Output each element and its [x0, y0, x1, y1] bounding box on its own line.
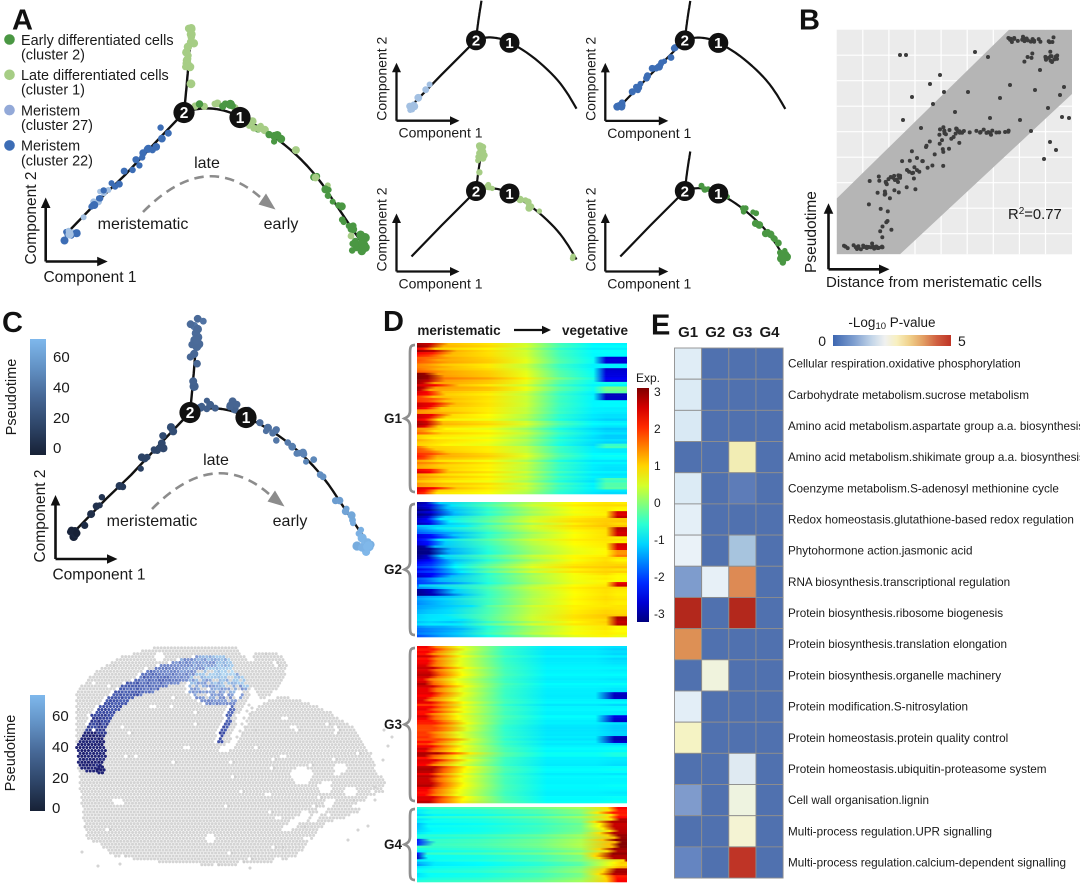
svg-text:Amino acid metabolism.shikimat: Amino acid metabolism.shikimate group a.…	[788, 451, 1080, 464]
svg-text:Component 1: Component 1	[398, 125, 482, 141]
svg-text:Exp.: Exp.	[636, 371, 660, 385]
svg-text:0: 0	[53, 440, 61, 457]
svg-text:Protein biosynthesis.translati: Protein biosynthesis.translation elongat…	[788, 638, 1007, 651]
svg-text:Component 1: Component 1	[52, 567, 145, 584]
svg-text:G4: G4	[384, 837, 403, 852]
svg-text:Component 2: Component 2	[374, 36, 390, 120]
svg-text:Carbohydrate metabolism.sucros: Carbohydrate metabolism.sucrose metaboli…	[788, 389, 1029, 402]
svg-text:G1: G1	[678, 324, 698, 341]
svg-text:meristematic: meristematic	[98, 216, 189, 233]
svg-text:1: 1	[654, 459, 661, 473]
svg-text:Component 1: Component 1	[607, 276, 691, 292]
svg-text:40: 40	[52, 739, 69, 756]
svg-text:Protein homeostasis.ubiquitin-: Protein homeostasis.ubiquitin-proteasome…	[788, 763, 1047, 776]
svg-text:G2: G2	[705, 324, 725, 341]
svg-text:Component 1: Component 1	[398, 276, 482, 292]
svg-text:Coenzyme metabolism.S-adenosyl: Coenzyme metabolism.S-adenosyl methionin…	[788, 482, 1059, 495]
svg-text:meristematic: meristematic	[107, 513, 198, 530]
svg-text:-1: -1	[654, 533, 665, 547]
svg-text:60: 60	[53, 349, 70, 366]
svg-text:vegetative: vegetative	[562, 323, 629, 338]
svg-text:(cluster 1): (cluster 1)	[21, 83, 85, 99]
svg-text:Redox homeostasis.glutathione-: Redox homeostasis.glutathione-based redo…	[788, 514, 1074, 527]
svg-text:late: late	[194, 155, 220, 172]
svg-text:Component 1: Component 1	[43, 269, 136, 286]
svg-text:RNA biosynthesis.transcription: RNA biosynthesis.transcriptional regulat…	[788, 576, 1010, 589]
svg-text:0: 0	[52, 800, 60, 817]
svg-text:3: 3	[654, 385, 661, 399]
svg-text:Component 2: Component 2	[32, 469, 49, 562]
svg-text:20: 20	[53, 410, 70, 427]
svg-text:2: 2	[472, 183, 480, 200]
svg-text:Multi-process regulation.UPR s: Multi-process regulation.UPR signalling	[788, 825, 992, 838]
svg-text:G3: G3	[384, 717, 403, 732]
svg-text:40: 40	[53, 380, 70, 397]
svg-text:1: 1	[242, 410, 251, 427]
svg-text:-2: -2	[654, 570, 665, 584]
svg-text:2: 2	[654, 422, 661, 436]
svg-text:Protein biosynthesis.ribosome: Protein biosynthesis.ribosome biogenesis	[788, 607, 1003, 620]
svg-text:Pseudotime: Pseudotime	[4, 359, 20, 436]
svg-text:meristematic: meristematic	[417, 323, 501, 338]
svg-text:Protein homeostasis.protein qu: Protein homeostasis.protein quality cont…	[788, 732, 1008, 745]
svg-text:Component 2: Component 2	[23, 171, 40, 264]
svg-text:G4: G4	[759, 324, 780, 341]
svg-text:early: early	[273, 513, 308, 530]
svg-text:late: late	[203, 452, 229, 469]
svg-text:Late differentiated cells: Late differentiated cells	[21, 68, 169, 84]
svg-text:0: 0	[818, 333, 826, 349]
svg-text:1: 1	[236, 110, 245, 127]
svg-text:A: A	[12, 5, 33, 37]
svg-text:2: 2	[681, 33, 689, 50]
svg-text:early: early	[264, 216, 299, 233]
svg-text:-Log10 P-value: -Log10 P-value	[848, 315, 935, 332]
svg-text:E: E	[651, 310, 670, 342]
svg-text:Protein modification.S-nitrosy: Protein modification.S-nitrosylation	[788, 701, 968, 714]
svg-text:Component 2: Component 2	[582, 37, 598, 121]
svg-text:0: 0	[654, 496, 661, 510]
svg-text:C: C	[2, 307, 23, 339]
svg-text:Early differentiated cells: Early differentiated cells	[21, 33, 174, 49]
svg-text:G1: G1	[384, 411, 403, 426]
svg-text:(cluster 22): (cluster 22)	[21, 153, 93, 169]
svg-text:2: 2	[472, 33, 480, 50]
svg-text:Pseudotime: Pseudotime	[803, 191, 820, 273]
svg-text:Meristem: Meristem	[21, 139, 80, 155]
svg-text:Pseudotime: Pseudotime	[3, 715, 19, 792]
svg-text:D: D	[383, 306, 404, 338]
svg-text:Protein biosynthesis.organelle: Protein biosynthesis.organelle machinery	[788, 669, 1001, 682]
svg-text:Amino acid metabolism.aspartat: Amino acid metabolism.aspartate group a.…	[788, 420, 1080, 433]
svg-text:1: 1	[714, 186, 722, 203]
svg-text:2: 2	[180, 105, 189, 122]
svg-text:B: B	[799, 5, 820, 37]
svg-text:Cellular respiration.oxidative: Cellular respiration.oxidative phosphory…	[788, 358, 1021, 371]
svg-text:Meristem: Meristem	[21, 103, 80, 119]
svg-text:5: 5	[958, 333, 966, 349]
svg-text:(cluster 27): (cluster 27)	[21, 118, 93, 134]
svg-text:Cell wall organisation.lignin: Cell wall organisation.lignin	[788, 794, 929, 807]
svg-text:R2=0.77: R2=0.77	[1008, 206, 1062, 223]
svg-text:2: 2	[186, 405, 195, 422]
svg-text:1: 1	[505, 186, 513, 203]
svg-text:G2: G2	[384, 562, 402, 577]
svg-text:Component 2: Component 2	[582, 187, 598, 271]
svg-text:60: 60	[52, 708, 69, 725]
svg-text:Component 1: Component 1	[607, 125, 691, 141]
svg-text:2: 2	[681, 183, 689, 200]
svg-text:(cluster 2): (cluster 2)	[21, 47, 85, 63]
svg-text:-3: -3	[654, 607, 665, 621]
svg-text:Distance from meristematic cel: Distance from meristematic cells	[826, 274, 1042, 291]
svg-text:20: 20	[52, 770, 69, 787]
svg-text:1: 1	[505, 35, 513, 52]
svg-text:1: 1	[714, 35, 722, 52]
svg-text:Component 2: Component 2	[374, 187, 390, 271]
svg-text:Phytohormone action.jasmonic a: Phytohormone action.jasmonic acid	[788, 545, 973, 558]
svg-text:G3: G3	[732, 324, 752, 341]
svg-text:Multi-process regulation.calci: Multi-process regulation.calcium-depende…	[788, 857, 1066, 870]
